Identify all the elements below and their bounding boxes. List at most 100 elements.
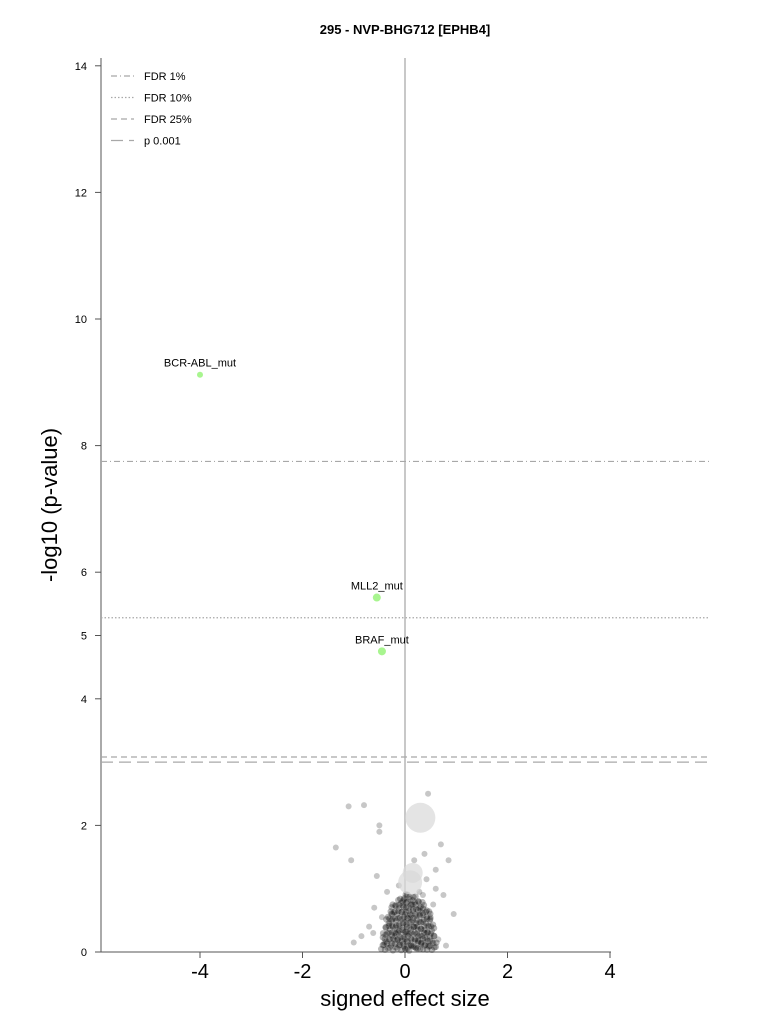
- data-point: [366, 923, 373, 930]
- data-point: [418, 939, 425, 947]
- data-point: [402, 945, 408, 952]
- data-point: [386, 920, 393, 927]
- data-point: [394, 926, 401, 933]
- data-point: [414, 937, 422, 945]
- y-axis-ticks: 0 2 4 5 6 8 10 12 14: [75, 61, 101, 959]
- data-point: [398, 916, 405, 923]
- data-point: [421, 926, 428, 933]
- data-point: [376, 828, 383, 835]
- data-point: [332, 844, 339, 851]
- y-tick-label: 0: [81, 947, 87, 959]
- data-point: [404, 898, 411, 906]
- data-point: [395, 908, 402, 915]
- point-label: MLL2_mut: [351, 581, 403, 593]
- data-point: [427, 914, 434, 921]
- data-point: [417, 940, 425, 948]
- data-point: [405, 947, 413, 954]
- data-point: [414, 939, 422, 946]
- data-point: [395, 896, 402, 904]
- data-point: [396, 939, 403, 946]
- axes: [100, 58, 611, 953]
- data-point: [404, 914, 411, 922]
- data-point: [427, 937, 434, 944]
- legend-label: FDR 10%: [144, 93, 192, 105]
- data-point: [419, 946, 427, 953]
- data-point: [391, 940, 399, 948]
- data-point: [435, 936, 442, 943]
- data-point: [410, 914, 417, 922]
- data-point: [414, 936, 421, 943]
- data-point: [376, 822, 383, 829]
- data-point: [424, 938, 431, 945]
- data-point: [402, 928, 409, 935]
- data-point: [392, 902, 399, 910]
- data-point: [389, 923, 397, 930]
- data-point: [437, 841, 444, 848]
- data-point: [425, 943, 433, 950]
- data-point: [403, 938, 410, 945]
- x-axis-title: signed effect size: [320, 986, 490, 1011]
- data-point: [404, 944, 411, 952]
- data-point: [431, 944, 438, 951]
- data-point: [383, 930, 391, 937]
- data-point: [398, 908, 405, 916]
- data-point: [427, 910, 434, 917]
- data-point: [370, 930, 377, 937]
- data-point: [403, 899, 410, 906]
- data-point: [419, 892, 426, 899]
- data-point: [422, 930, 429, 937]
- data-point: [403, 923, 411, 931]
- data-point: [400, 896, 408, 903]
- data-point: [432, 885, 439, 892]
- data-point: [404, 932, 412, 940]
- data-point: [386, 944, 393, 952]
- data-point: [399, 920, 407, 927]
- x-axis-ticks: -4 -2 0 2 4: [191, 952, 616, 983]
- data-point: [387, 908, 394, 915]
- data-point: [391, 929, 399, 937]
- data-point: [406, 910, 414, 918]
- data-point: [400, 895, 408, 902]
- data-point: [393, 911, 401, 918]
- data-point: [407, 926, 415, 933]
- data-point: [432, 866, 439, 873]
- data-point: [411, 899, 419, 906]
- data-point: [409, 917, 417, 924]
- data-point: [400, 914, 408, 921]
- data-point: [427, 923, 435, 930]
- data-point: [384, 913, 392, 921]
- data-point: [406, 896, 413, 903]
- data-point: [409, 897, 417, 904]
- data-point: [394, 936, 402, 943]
- data-point: [383, 940, 391, 947]
- data-point: [381, 939, 388, 946]
- y-tick-label: 2: [81, 820, 87, 832]
- data-point: [383, 916, 390, 923]
- data-point: [401, 911, 409, 918]
- data-point: [382, 924, 389, 931]
- data-point: [386, 915, 393, 922]
- data-point: [379, 941, 386, 949]
- data-point: [410, 893, 417, 901]
- y-axis-title: -log10 (p-value): [37, 428, 62, 582]
- highlighted-points: BCR-ABL_mut MLL2_mut BRAF_mut: [164, 358, 409, 656]
- data-point: [423, 935, 431, 943]
- data-point: [420, 916, 428, 923]
- data-point: [425, 790, 432, 797]
- large-points: [398, 802, 436, 895]
- data-point: [397, 899, 405, 907]
- x-tick-label: -2: [294, 961, 312, 983]
- data-point: [422, 908, 430, 915]
- data-point: [412, 893, 419, 900]
- data-point: [350, 939, 357, 946]
- data-point: [410, 931, 417, 938]
- data-point: [402, 904, 410, 911]
- data-point: [417, 925, 425, 933]
- data-point: [388, 910, 395, 917]
- y-tick-label: 10: [75, 314, 87, 326]
- data-point: [386, 935, 393, 943]
- data-point: [406, 942, 413, 949]
- data-point: [419, 935, 427, 943]
- data-point: [414, 906, 422, 914]
- data-point: [401, 919, 408, 926]
